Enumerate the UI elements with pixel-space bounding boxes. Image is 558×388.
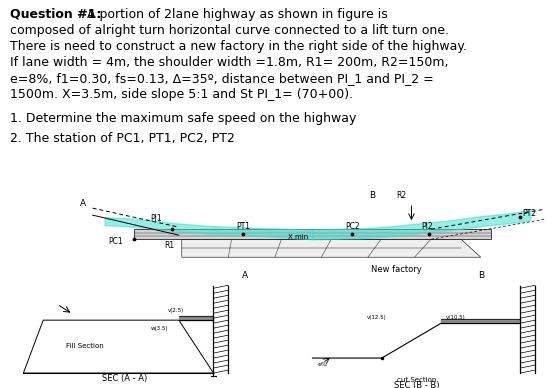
Text: New factory: New factory — [371, 265, 422, 274]
Text: PT1: PT1 — [236, 222, 250, 231]
Text: B: B — [478, 271, 484, 280]
Text: 2. The station of PC1, PT1, PC2, PT2: 2. The station of PC1, PT1, PC2, PT2 — [9, 132, 234, 145]
Text: PC2: PC2 — [345, 222, 359, 231]
Text: v(12.5): v(12.5) — [367, 315, 387, 320]
Text: e=8%, f1=0.30, fs=0.13, Δ=35º, distance between PI_1 and PI_2 =: e=8%, f1=0.30, fs=0.13, Δ=35º, distance … — [9, 72, 434, 85]
Text: There is need to construct a new factory in the right side of the highway.: There is need to construct a new factory… — [9, 40, 466, 53]
Text: R2: R2 — [397, 191, 407, 200]
Text: 1. Determine the maximum safe speed on the highway: 1. Determine the maximum safe speed on t… — [9, 112, 356, 125]
Text: SEC (B - B): SEC (B - B) — [394, 381, 439, 388]
Text: A: A — [80, 199, 86, 208]
Text: e%: e% — [318, 362, 328, 367]
Text: A portion of 2lane highway as shown in figure is: A portion of 2lane highway as shown in f… — [86, 8, 387, 21]
Text: Question #1:: Question #1: — [9, 8, 101, 21]
Text: A: A — [242, 271, 248, 280]
Text: B: B — [369, 191, 375, 200]
Text: w(3.5): w(3.5) — [150, 326, 168, 331]
Polygon shape — [182, 239, 481, 257]
Text: X min: X min — [288, 234, 309, 240]
Text: PT2: PT2 — [522, 209, 536, 218]
Text: PI2: PI2 — [421, 222, 433, 231]
Text: R1: R1 — [164, 241, 174, 250]
Polygon shape — [23, 320, 214, 373]
Text: cut Section: cut Section — [397, 377, 436, 383]
Text: PC1: PC1 — [108, 237, 122, 246]
Text: If lane width = 4m, the shoulder width =1.8m, R1= 200m, R2=150m,: If lane width = 4m, the shoulder width =… — [9, 56, 448, 69]
Text: Fill Section: Fill Section — [66, 343, 104, 349]
Polygon shape — [134, 229, 490, 239]
Text: PI1: PI1 — [150, 214, 162, 223]
Text: 1500m. X=3.5m, side slope 5:1 and St PI_1= (70+00).: 1500m. X=3.5m, side slope 5:1 and St PI_… — [9, 88, 353, 101]
Text: v(10.5): v(10.5) — [446, 315, 466, 320]
Text: v(2.5): v(2.5) — [168, 308, 184, 313]
Text: composed of alright turn horizontal curve connected to a lift turn one.: composed of alright turn horizontal curv… — [9, 24, 449, 37]
Text: SEC (A - A): SEC (A - A) — [102, 374, 147, 383]
